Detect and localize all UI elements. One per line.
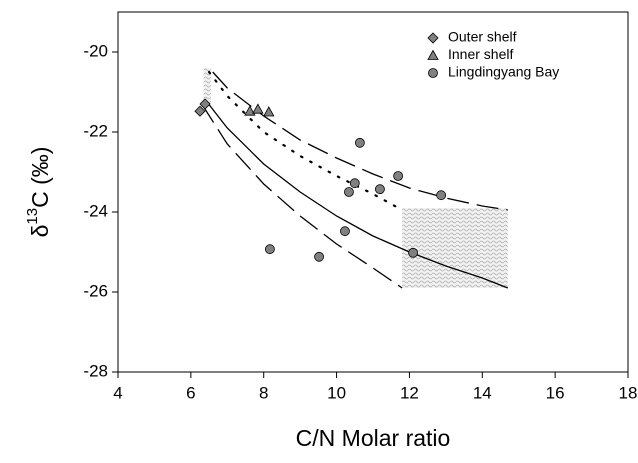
x-tick-label: 14 (473, 383, 492, 402)
y-tick-label: -20 (83, 41, 108, 60)
y-label-prefix: δ (27, 225, 53, 238)
point (375, 184, 385, 195)
legend-label: Lingdingyang Bay (448, 64, 559, 80)
point (265, 244, 275, 255)
range-box (203, 68, 211, 104)
x-tick-label: 6 (186, 383, 195, 402)
x-tick-label: 18 (619, 383, 638, 402)
legend-marker (428, 68, 438, 78)
point (436, 190, 447, 201)
fit-curve (212, 71, 508, 211)
y-axis-label: δ13C (‰) (24, 147, 53, 238)
point (199, 98, 211, 110)
x-tick-label: 12 (400, 383, 419, 402)
legend-marker (427, 32, 439, 44)
fit-curve (207, 70, 400, 210)
y-label-sup: 13 (24, 208, 41, 225)
y-tick-label: -24 (83, 201, 108, 220)
point (263, 106, 275, 117)
point (408, 247, 418, 258)
fit-curve (204, 99, 509, 289)
y-tick-label: -28 (83, 361, 108, 380)
point (314, 251, 324, 262)
x-axis-label: C/N Molar ratio (296, 425, 451, 451)
point (344, 187, 354, 197)
y-tick-label: -22 (83, 121, 108, 140)
x-tick-label: 8 (259, 383, 268, 402)
legend-label: Outer shelf (448, 29, 517, 45)
point (194, 105, 206, 117)
legend-label: Inner shelf (448, 46, 513, 62)
x-tick-label: 10 (327, 383, 346, 402)
point (340, 226, 350, 237)
y-label-suffix: C (‰) (27, 147, 53, 208)
fit-curve (201, 103, 403, 289)
point (252, 103, 264, 114)
point (244, 105, 256, 116)
plot-frame (117, 11, 629, 373)
point (393, 171, 404, 181)
y-tick-label: -26 (83, 281, 108, 300)
point (349, 178, 360, 189)
point (354, 137, 365, 148)
range-box (402, 208, 508, 288)
x-tick-label: 16 (546, 383, 565, 402)
legend-marker (427, 49, 439, 60)
x-tick-label: 4 (113, 383, 122, 402)
